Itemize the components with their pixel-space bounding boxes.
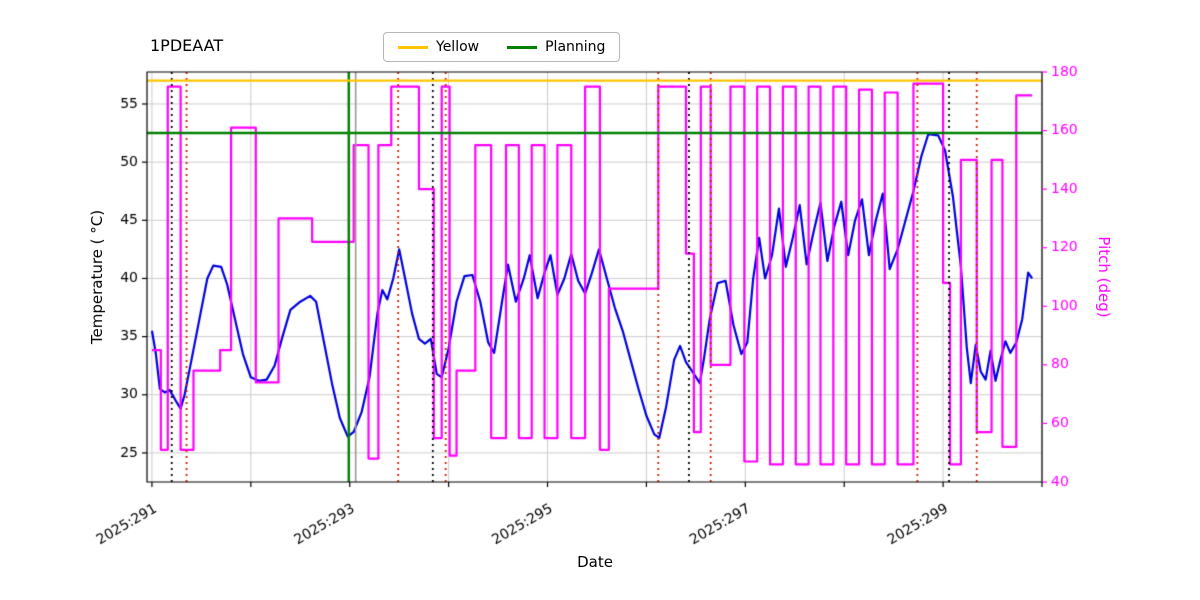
yellow-line-swatch (398, 45, 428, 49)
legend: Yellow Planning (383, 32, 621, 62)
legend-label-yellow: Yellow (436, 39, 480, 55)
right-axis-label: Pitch (deg) (1095, 236, 1113, 318)
legend-item-planning: Planning (507, 39, 605, 55)
legend-item-yellow: Yellow (398, 39, 479, 55)
legend-label-planning: Planning (545, 39, 606, 55)
planning-line-swatch (507, 45, 538, 49)
left-axis-label: Temperature ( °C) (88, 209, 106, 345)
chart-title: 1PDEAAT (150, 36, 224, 55)
x-axis-label: Date (577, 553, 613, 571)
